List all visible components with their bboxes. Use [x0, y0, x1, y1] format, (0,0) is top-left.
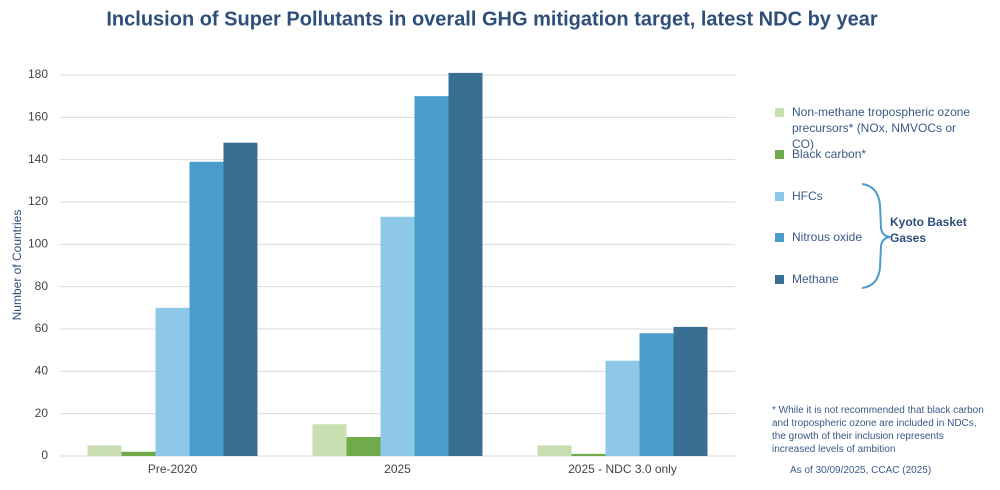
bar — [87, 445, 122, 456]
y-tick-label: 180 — [28, 67, 48, 81]
chart-title: Inclusion of Super Pollutants in overall… — [106, 8, 877, 30]
bar — [223, 142, 258, 456]
legend-swatch — [775, 275, 784, 284]
legend-item: Non-methane tropospheric ozone precursor… — [775, 104, 975, 152]
y-tick-label: 120 — [28, 194, 48, 208]
bar — [155, 307, 190, 456]
legend-item: Methane — [775, 271, 975, 287]
bar — [312, 424, 347, 456]
y-tick-label: 100 — [28, 237, 48, 251]
y-tick-label: 0 — [41, 448, 48, 462]
legend-swatch — [775, 150, 784, 159]
footnote: * While it is not recommended that black… — [772, 405, 984, 455]
legend-label: HFCs — [792, 189, 823, 203]
y-tick-label: 140 — [28, 152, 48, 166]
brace — [861, 183, 891, 289]
group-label: Kyoto Basket Gases — [890, 215, 967, 245]
legend-item: Black carbon* — [775, 146, 975, 162]
legend-label: Non-methane tropospheric ozone precursor… — [792, 105, 971, 151]
bar — [121, 451, 156, 456]
legend-item: Nitrous oxide — [775, 229, 975, 245]
legend-swatch — [775, 108, 784, 117]
x-tick-label: 2025 - NDC 3.0 only — [568, 462, 677, 476]
legend-swatch — [775, 233, 784, 242]
legend-swatch — [775, 192, 784, 201]
bar — [571, 453, 606, 456]
y-tick-label: 80 — [35, 279, 49, 293]
bar — [189, 161, 224, 457]
bar — [673, 326, 708, 456]
legend-label: Methane — [792, 272, 839, 286]
x-tick-label: Pre-2020 — [148, 462, 198, 476]
source: As of 30/09/2025, CCAC (2025) — [790, 465, 932, 476]
bar — [537, 445, 572, 456]
y-tick-label: 20 — [35, 406, 49, 420]
bar — [380, 216, 415, 456]
y-axis-label: Number of Countries — [10, 210, 24, 321]
legend-label: Black carbon* — [792, 147, 867, 161]
bar — [414, 96, 449, 457]
x-tick-label: 2025 — [384, 462, 411, 476]
legend-label: Nitrous oxide — [792, 230, 863, 244]
y-tick-label: 40 — [35, 364, 49, 378]
y-tick-label: 160 — [28, 110, 48, 124]
bar — [346, 436, 381, 456]
bar — [639, 333, 674, 456]
bar — [448, 72, 483, 456]
y-tick-label: 60 — [35, 321, 49, 335]
bar — [605, 360, 640, 456]
legend-item: HFCs — [775, 188, 975, 204]
